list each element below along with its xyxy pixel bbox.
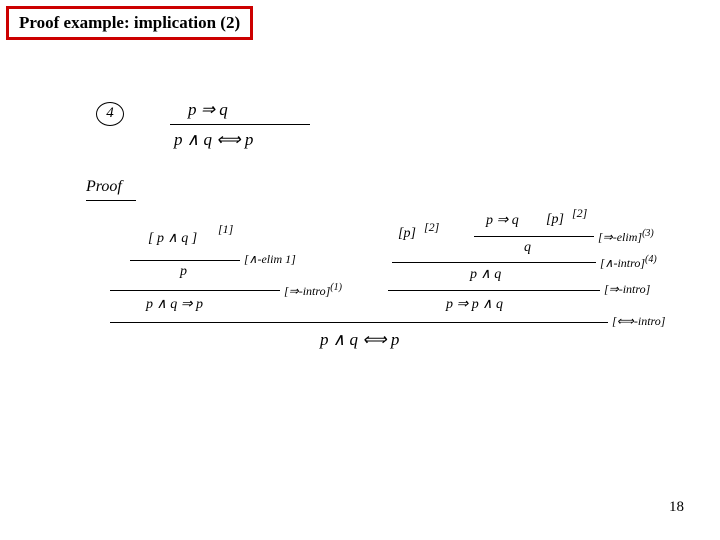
right-premise-pq: p ⇒ q bbox=[486, 212, 519, 229]
slide-title: Proof example: implication (2) bbox=[19, 13, 240, 32]
sequent-conclusion: p ∧ q ⟺ p bbox=[174, 130, 253, 150]
right-rule-elim: [⇒-elim](3) bbox=[598, 228, 654, 245]
proof-label-underline bbox=[86, 200, 136, 201]
slide-title-box: Proof example: implication (2) bbox=[6, 6, 253, 40]
right-p2-tag: [2] bbox=[572, 206, 587, 221]
right-step-imp: p ⇒ p ∧ q bbox=[446, 296, 503, 313]
sequent-line bbox=[170, 124, 310, 125]
left-rule2: [⇒-intro](1) bbox=[284, 282, 342, 299]
right-rule-and: [∧-intro](4) bbox=[600, 254, 657, 271]
page-number: 18 bbox=[669, 499, 684, 516]
problem-number: 4 bbox=[106, 105, 114, 121]
left-rule1: [∧-elim 1] bbox=[244, 252, 296, 267]
right-p: [p] bbox=[398, 226, 416, 242]
right-line-elim bbox=[474, 236, 594, 237]
right-line-imp bbox=[388, 290, 600, 291]
right-rule-elim-text: [⇒-elim] bbox=[598, 230, 642, 244]
left-step1: p bbox=[180, 264, 187, 280]
right-q: q bbox=[524, 240, 531, 256]
conclusion-line bbox=[110, 322, 608, 323]
left-rule2-tag: (1) bbox=[330, 282, 342, 293]
left-assumption-tag: [1] bbox=[218, 222, 233, 237]
left-step2: p ∧ q ⇒ p bbox=[146, 296, 203, 313]
conclusion-rule: [⟺-intro] bbox=[612, 314, 665, 329]
problem-number-circle: 4 bbox=[96, 102, 124, 126]
sequent-premise: p ⇒ q bbox=[188, 100, 228, 120]
left-rule2-text: [⇒-intro] bbox=[284, 284, 330, 298]
right-rule-and-text: [∧-intro] bbox=[600, 256, 645, 270]
left-line2 bbox=[110, 290, 280, 291]
right-rule-elim-tag: (3) bbox=[642, 228, 654, 239]
left-line1 bbox=[130, 260, 240, 261]
right-p2: [p] bbox=[546, 212, 564, 228]
conclusion-text: p ∧ q ⟺ p bbox=[320, 330, 399, 350]
right-pq2: p ∧ q bbox=[470, 266, 501, 283]
right-line-and bbox=[392, 262, 596, 263]
proof-label: Proof bbox=[86, 178, 122, 196]
right-rule-imp: [⇒-intro] bbox=[604, 282, 650, 297]
right-p-tag: [2] bbox=[424, 220, 439, 235]
left-assumption: [ p ∧ q ] bbox=[148, 230, 197, 247]
right-rule-and-tag: (4) bbox=[645, 254, 657, 265]
